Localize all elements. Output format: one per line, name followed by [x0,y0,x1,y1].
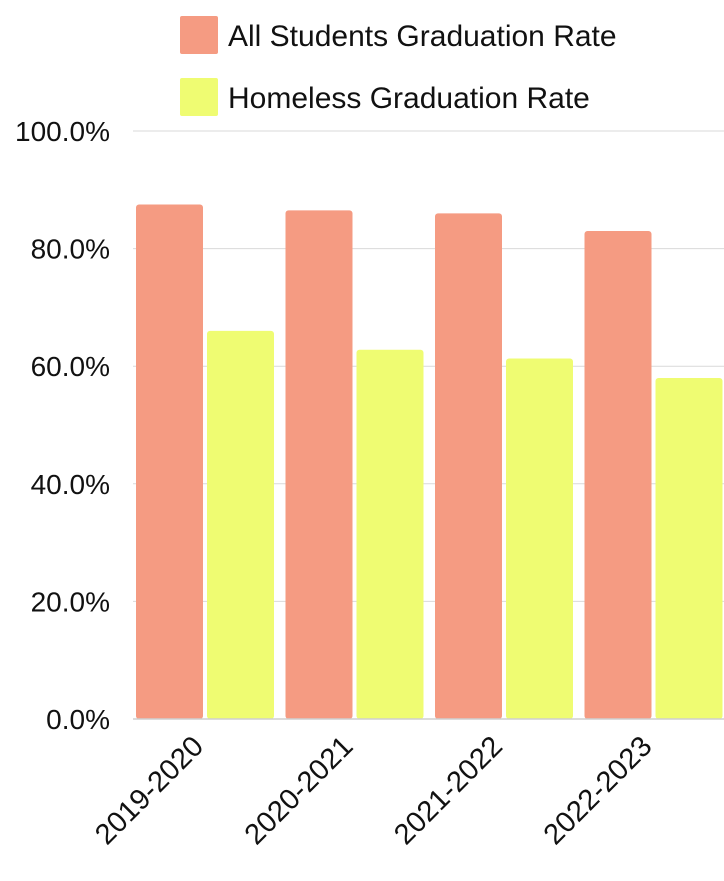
legend-label-1: All Students Graduation Rate [228,20,617,53]
x-tick-label: 2021-2022 [388,730,509,851]
y-tick-label: 60.0% [31,351,110,382]
bar-all-students-2021-2022 [435,213,502,719]
legend: All Students Graduation Rate Homeless Gra… [180,16,617,116]
legend-label-2: Homeless Graduation Rate [228,82,590,115]
bar-homeless-2022-2023 [655,377,723,719]
y-tick-label: 100.0% [15,116,110,147]
x-axis-ticks: 2019-2020 2020-2021 2021-2022 2022-2023 [89,730,658,851]
y-tick-label: 80.0% [31,234,110,265]
y-tick-label: 20.0% [31,586,110,617]
y-tick-label: 0.0% [46,704,110,735]
y-axis-ticks: 0.0% 20.0% 40.0% 60.0% 80.0% 100.0% [15,116,110,735]
x-tick-label: 2019-2020 [89,730,210,851]
legend-swatch-2 [180,78,218,116]
y-tick-label: 40.0% [31,469,110,500]
bar-all-students-2022-2023 [584,230,652,719]
bar-homeless-2021-2022 [506,358,573,719]
x-tick-label: 2022-2023 [538,730,659,851]
bar-homeless-2020-2021 [356,349,424,719]
x-tick-label: 2020-2021 [239,730,360,851]
bar-all-students-2019-2020 [136,204,203,719]
bars [136,204,723,719]
legend-swatch-1 [180,16,218,54]
bar-homeless-2019-2020 [207,330,274,719]
bar-all-students-2020-2021 [285,210,353,719]
